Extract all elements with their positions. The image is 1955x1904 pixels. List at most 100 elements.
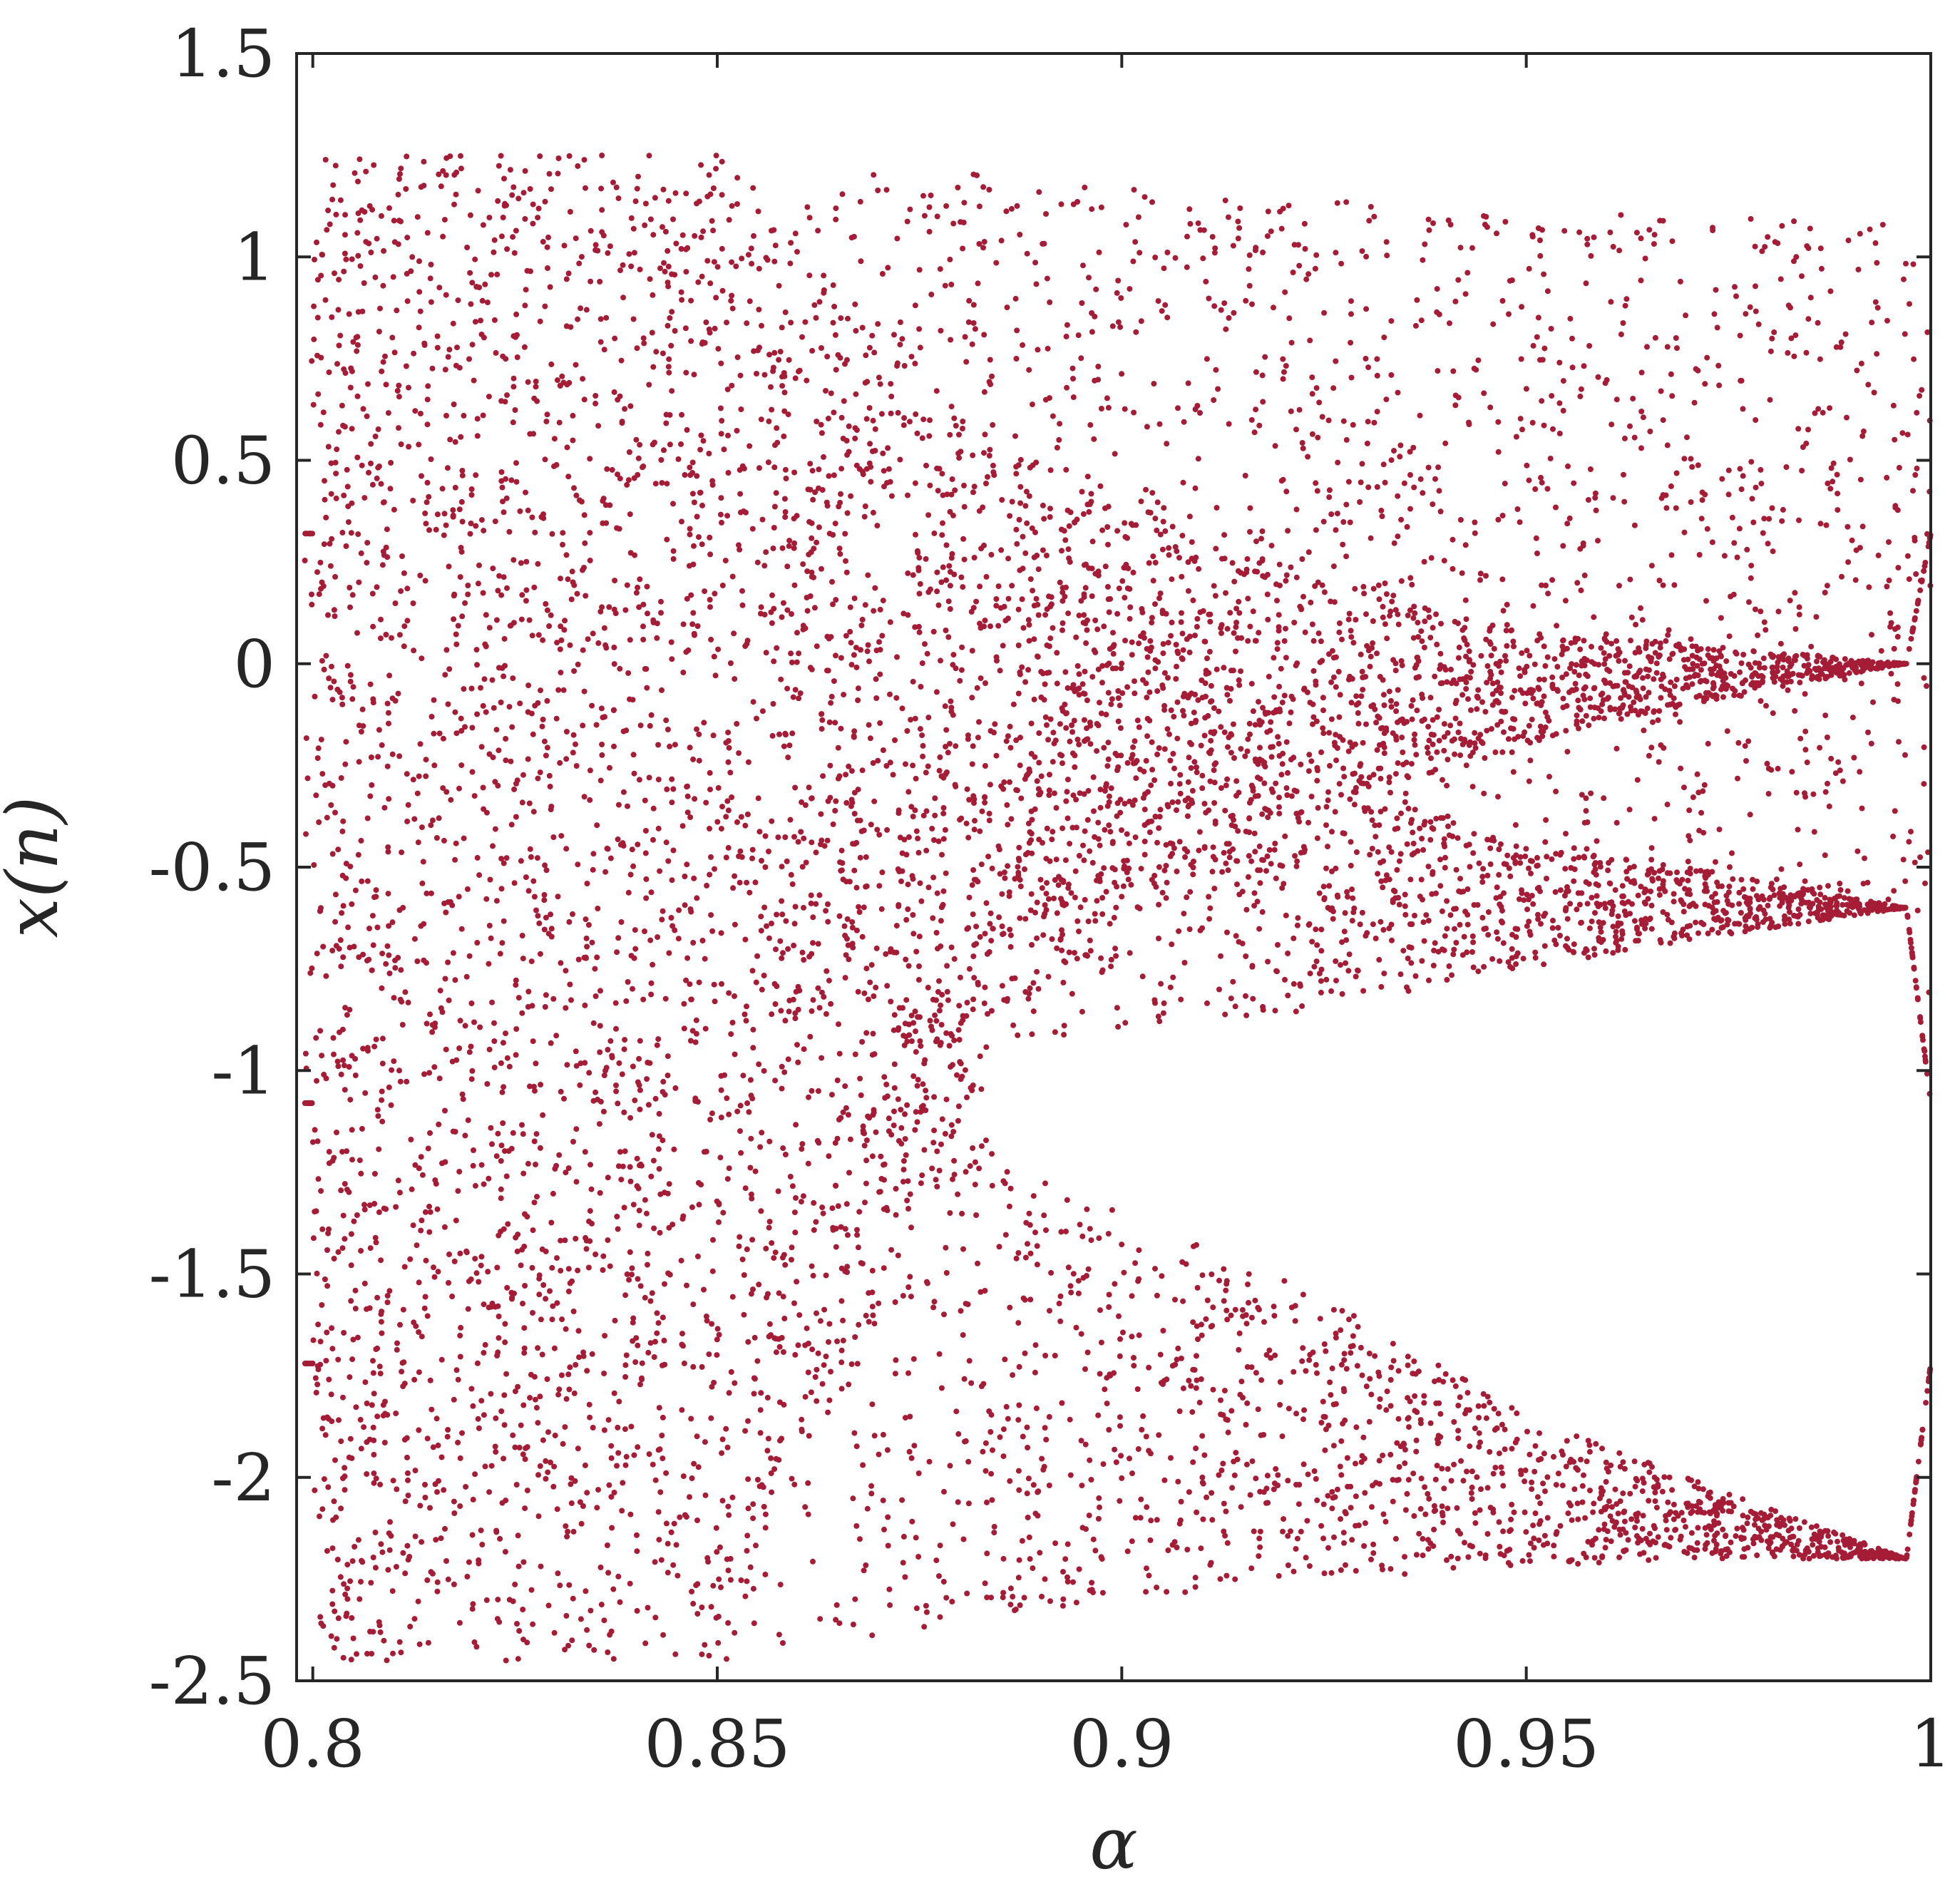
data-point	[1039, 1455, 1045, 1462]
data-point	[977, 583, 983, 590]
data-point	[829, 578, 835, 585]
data-point	[1061, 1032, 1067, 1038]
data-point	[1337, 734, 1343, 740]
data-point	[1218, 724, 1224, 730]
data-point	[970, 953, 977, 960]
data-point	[384, 1657, 390, 1664]
data-point	[1230, 721, 1236, 727]
data-point	[369, 1402, 375, 1408]
data-point	[866, 405, 873, 411]
data-point	[556, 419, 563, 426]
data-point	[1221, 532, 1228, 538]
data-point	[898, 1140, 905, 1147]
data-point	[654, 1310, 660, 1316]
data-point	[1725, 491, 1732, 498]
data-point	[455, 1439, 461, 1445]
data-point	[1085, 788, 1092, 794]
data-point	[548, 1219, 555, 1226]
data-point	[761, 1068, 767, 1074]
data-point	[697, 446, 704, 453]
data-point	[789, 730, 796, 737]
data-point	[1086, 275, 1092, 281]
data-point	[1010, 1022, 1017, 1028]
data-point	[1484, 1485, 1491, 1491]
data-point	[781, 1069, 788, 1075]
data-point	[927, 482, 933, 488]
data-point	[1620, 893, 1626, 899]
data-point	[1442, 933, 1448, 939]
data-point	[1417, 476, 1424, 482]
data-point	[534, 1194, 540, 1200]
data-point	[869, 1153, 876, 1160]
data-point	[328, 460, 334, 466]
data-point	[475, 188, 481, 194]
data-point	[821, 1306, 828, 1313]
data-point	[952, 487, 958, 493]
data-point	[329, 948, 336, 953]
data-point	[670, 216, 676, 222]
data-point	[1740, 406, 1746, 412]
data-point	[1613, 638, 1620, 644]
data-point	[1455, 730, 1462, 735]
data-point	[842, 1083, 848, 1090]
data-point	[364, 1471, 370, 1477]
data-point	[1448, 666, 1454, 672]
data-point	[1430, 220, 1436, 226]
data-point	[783, 918, 789, 924]
data-point	[1788, 335, 1795, 342]
data-point	[690, 1600, 697, 1607]
data-point	[1581, 696, 1588, 702]
data-point	[1159, 682, 1166, 688]
data-point	[554, 640, 560, 646]
data-point	[1596, 662, 1602, 668]
data-point	[1119, 578, 1126, 584]
data-point	[1006, 893, 1012, 899]
data-point	[737, 1102, 744, 1109]
data-point	[748, 245, 754, 252]
data-point	[1338, 1327, 1344, 1334]
data-point	[1067, 1472, 1074, 1478]
data-point	[1541, 422, 1547, 429]
data-point	[825, 798, 831, 804]
data-point	[416, 258, 422, 265]
data-point	[1262, 354, 1268, 360]
data-point	[657, 265, 663, 272]
data-point	[1667, 940, 1673, 946]
data-point	[399, 849, 405, 856]
data-point	[1874, 260, 1880, 266]
data-point	[1389, 598, 1395, 605]
data-point	[1185, 588, 1191, 594]
data-point	[935, 488, 941, 494]
data-point	[962, 1067, 968, 1073]
data-point	[1043, 553, 1050, 558]
data-point	[1132, 738, 1138, 744]
data-point	[1247, 1492, 1253, 1498]
data-point	[662, 268, 668, 275]
data-point	[624, 481, 630, 488]
data-point	[458, 434, 464, 440]
data-point	[1017, 915, 1023, 921]
data-point	[710, 732, 717, 739]
data-point	[1908, 829, 1914, 835]
data-point	[1737, 332, 1743, 339]
data-point	[378, 1319, 384, 1325]
data-point	[1229, 812, 1236, 819]
data-point	[715, 346, 722, 352]
data-point	[1503, 861, 1509, 868]
data-point	[1277, 1379, 1283, 1385]
data-point	[846, 763, 852, 769]
data-point	[729, 794, 735, 800]
data-point	[1019, 664, 1025, 670]
data-point	[535, 205, 542, 212]
data-point	[1578, 587, 1584, 593]
data-point	[1530, 1522, 1536, 1529]
data-point	[324, 814, 330, 821]
data-point	[1346, 1316, 1352, 1323]
data-point	[712, 672, 719, 679]
data-point	[1159, 1273, 1165, 1279]
data-point	[1551, 937, 1558, 943]
data-point	[1921, 675, 1927, 681]
data-point	[1375, 871, 1381, 877]
data-point	[710, 1237, 716, 1243]
data-point	[384, 700, 391, 707]
